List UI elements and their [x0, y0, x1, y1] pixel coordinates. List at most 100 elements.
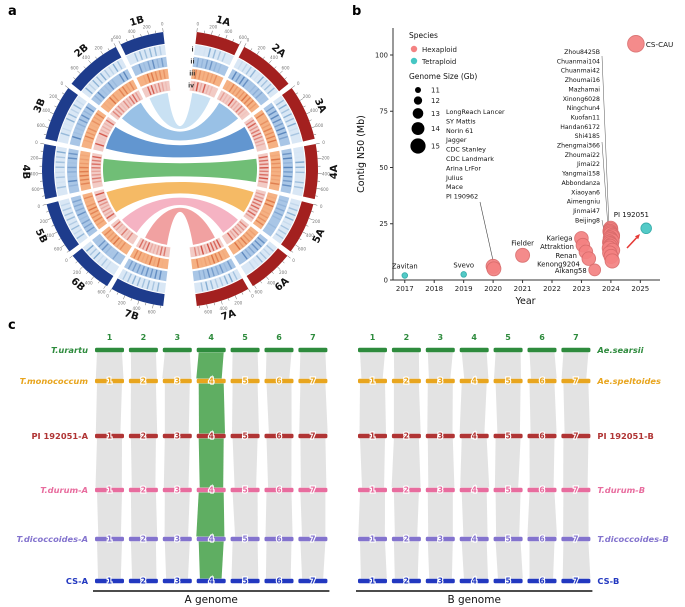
synteny-ribbon	[427, 383, 453, 434]
bar-chrom-number: 4	[472, 377, 477, 386]
chromosome-bar-T.dicoccoides-A-5	[230, 536, 260, 542]
chromosome-bar-Ae.speltoides-1	[358, 378, 387, 384]
track-label-i: i	[192, 47, 194, 54]
bar-chrom-number: 1	[370, 486, 375, 495]
callout-label: SY Mattis	[446, 117, 476, 125]
chromosome-bar-PI 192051-A-1	[95, 433, 124, 439]
bar-chrom-number: 4	[472, 486, 477, 495]
synteny-ribbon	[393, 541, 419, 579]
panel-c-label: c	[8, 318, 16, 333]
legend-size-circle	[412, 108, 424, 119]
bar-chrom-number: 3	[175, 535, 180, 544]
axis-tick-label: 0	[111, 37, 114, 42]
chromosome-bar-T.monococcum-3	[162, 378, 192, 384]
chromosome-bar-Ae.speltoides-3	[425, 378, 455, 384]
x-tick-label: 2018	[425, 285, 443, 293]
cultivar-label: Chuanmai42	[561, 68, 600, 75]
species-label-T.urartu: T.urartu	[51, 345, 88, 355]
axis-tick-label: 600	[321, 187, 329, 192]
axis-tick-label: 0	[37, 204, 40, 209]
axis-tick-label: 400	[267, 280, 275, 285]
axis-tick-label: 600	[315, 123, 323, 128]
chromosome-bar-Ae.searsii-7	[561, 347, 591, 353]
chromosome-label-5B: 5B	[33, 227, 49, 245]
circos-chromosomes: 02004006001A02004006002A02004006003A0200…	[20, 14, 340, 322]
chromosome-bar-Ae.speltoides-2	[391, 378, 421, 384]
chromosome-label-7A: 7A	[220, 308, 238, 322]
bar-chrom-number: 5	[505, 377, 510, 386]
synteny-ribbon	[427, 492, 453, 537]
y-tick-label: 50	[379, 164, 388, 172]
axis-tick-label: 600	[298, 247, 306, 252]
bar-chrom-number: 6	[539, 432, 544, 441]
x-tick-label: 2021	[514, 285, 532, 293]
data-point-2020-stack	[486, 261, 502, 277]
axes: 2017 2018 2019 2020 2021 2022 2023 2024 2025 0 25 5…	[356, 28, 660, 307]
axis-tick-label: 0	[320, 204, 323, 209]
x-tick-label: 2023	[573, 285, 591, 293]
bar-chrom-number: 4	[472, 577, 477, 586]
chromosome-bar-CS-B-1	[358, 578, 387, 584]
chromosome-label-1A: 1A	[214, 14, 231, 29]
legend-swatch-Hexaploid	[410, 45, 418, 53]
bar-chrom-number: 5	[505, 432, 510, 441]
bar-chrom-number: 7	[573, 577, 578, 586]
cultivar-label: Zhou8425B	[564, 49, 600, 56]
chromosome-bar-T.dicoccoides-B-4	[459, 536, 489, 542]
synteny-ribbon	[95, 383, 122, 434]
bar-chrom-number: 3	[438, 377, 443, 386]
data-point-Kenong9204	[581, 251, 597, 266]
synteny-ribbon	[529, 352, 557, 379]
bar-chrom-number: 5	[242, 486, 247, 495]
synteny-ribbon	[529, 383, 557, 434]
cultivar-label: Beijing8	[575, 217, 600, 224]
synteny-ribbon	[527, 492, 557, 537]
axis-tick-label: 200	[30, 156, 38, 161]
chromosome-bar-Ae.speltoides-7	[561, 378, 591, 384]
cultivar-label: Shi4185	[575, 133, 600, 140]
bar-chrom-number: 3	[175, 486, 180, 495]
panel-b-label: b	[352, 4, 362, 19]
synteny-ribbon	[130, 383, 158, 434]
top-chrom-number-5: 5	[505, 333, 511, 342]
chromosome-label-6A: 6A	[273, 276, 292, 294]
synteny-ribbon	[495, 492, 521, 537]
chromosome-bar-Ae.speltoides-5	[493, 378, 523, 384]
synteny-ribbon	[164, 541, 190, 579]
axis-tick-label: 0	[35, 140, 38, 145]
chromosome-bar-Ae.searsii-3	[425, 347, 455, 353]
panel-c-synteny: 1 2 3 4 5 6 7 T.urartu 1 2 3 4 5 6 7 T.monococcum 1 2 3 4 5 6…	[0, 320, 685, 607]
top-chrom-number-6: 6	[276, 333, 282, 342]
chromosome-band-7A	[195, 278, 249, 306]
top-chrom-number-2: 2	[141, 333, 147, 342]
axis-tick-label: 200	[258, 45, 266, 50]
axis-tick-label: 400	[30, 171, 38, 176]
point-label-Attraktion: Attraktion	[540, 243, 574, 251]
bar-chrom-number: 4	[209, 486, 214, 495]
top-chrom-number-7: 7	[310, 333, 316, 342]
species-label-T.durum-A: T.durum-A	[40, 485, 88, 495]
axis-tick-label: 600	[54, 247, 62, 252]
top-chrom-number-1: 1	[107, 333, 113, 342]
bar-chrom-number: 7	[573, 486, 578, 495]
axis-tick-label: 600	[32, 187, 40, 192]
chromosome-bar-CS-B-7	[561, 578, 591, 584]
chromosome-bar-T.dicoccoides-B-7	[561, 536, 591, 542]
bar-chrom-number: 7	[573, 432, 578, 441]
synteny-ribbon	[563, 438, 589, 488]
panel-b-scatter: 2017 2018 2019 2020 2021 2022 2023 2024 2025 0 25 5…	[353, 8, 683, 314]
bar-chrom-number: 5	[242, 535, 247, 544]
chromosome-bar-T.monococcum-2	[128, 378, 158, 384]
callout-label: Jagger	[445, 136, 467, 144]
chromosome-bar-PI 192051-A-7	[298, 433, 328, 439]
ribbon-pair-6	[122, 197, 238, 233]
synteny-ribbon	[299, 383, 328, 434]
bar-chrom-number: 3	[438, 535, 443, 544]
callout-label: Mace	[446, 183, 463, 191]
highlight-ribbon-chr4	[198, 438, 224, 488]
circos-tracks	[55, 44, 305, 294]
chromosome-bar-CS-A-1	[95, 578, 124, 584]
chromosome-bar-T.monococcum-5	[230, 378, 260, 384]
axis-tick-label: 400	[310, 108, 318, 113]
callout-label: CDC Landmark	[446, 155, 494, 163]
